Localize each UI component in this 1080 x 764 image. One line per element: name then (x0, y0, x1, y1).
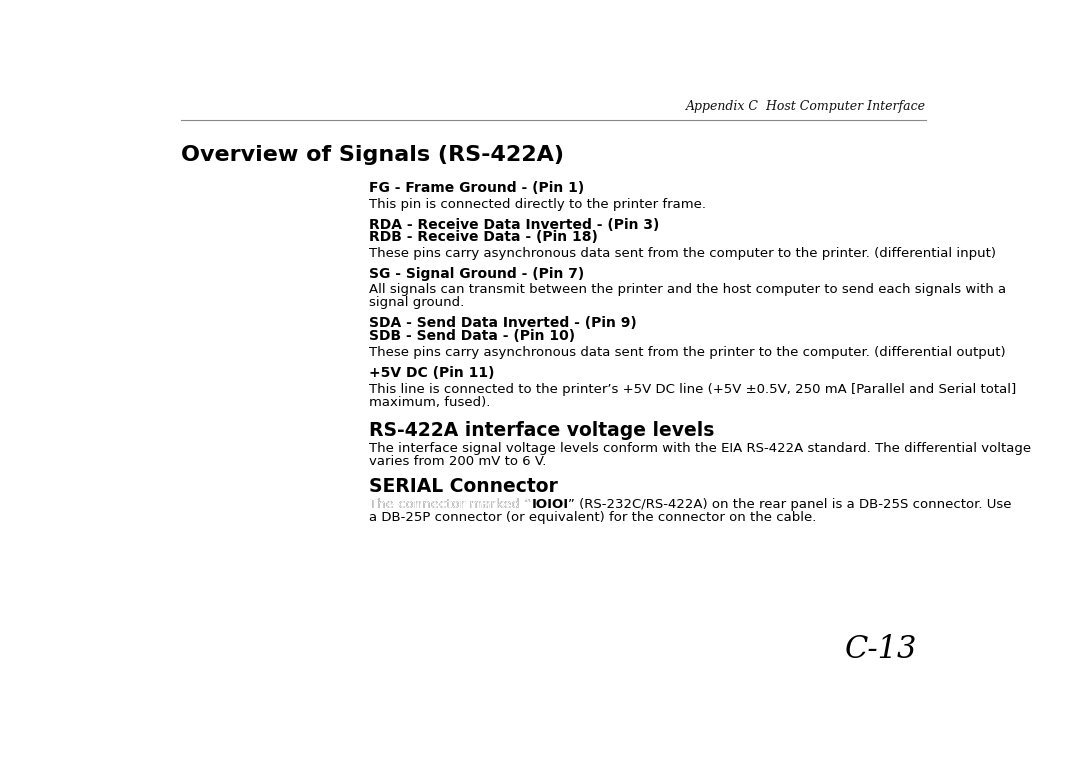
Text: The interface signal voltage levels conform with the EIA RS-422A standard. The d: The interface signal voltage levels conf… (369, 442, 1031, 455)
Text: RDB - Receive Data - (Pin 18): RDB - Receive Data - (Pin 18) (369, 230, 598, 244)
Text: maximum, fused).: maximum, fused). (369, 396, 490, 409)
Text: This pin is connected directly to the printer frame.: This pin is connected directly to the pr… (369, 198, 706, 211)
Text: RDA - Receive Data Inverted - (Pin 3): RDA - Receive Data Inverted - (Pin 3) (369, 218, 660, 231)
Text: These pins carry asynchronous data sent from the printer to the computer. (diffe: These pins carry asynchronous data sent … (369, 346, 1005, 359)
Text: +5V DC (Pin 11): +5V DC (Pin 11) (369, 367, 495, 380)
Text: IOIOI: IOIOI (531, 497, 568, 510)
Text: SERIAL Connector: SERIAL Connector (369, 477, 558, 496)
Text: Overview of Signals (RS-422A): Overview of Signals (RS-422A) (181, 144, 564, 164)
Text: signal ground.: signal ground. (369, 296, 464, 309)
Text: Appendix C  Host Computer Interface: Appendix C Host Computer Interface (686, 100, 926, 113)
Text: varies from 200 mV to 6 V.: varies from 200 mV to 6 V. (369, 455, 546, 468)
Text: This line is connected to the printer’s +5V DC line (+5V ±0.5V, 250 mA [Parallel: This line is connected to the printer’s … (369, 383, 1016, 396)
Text: SG - Signal Ground - (Pin 7): SG - Signal Ground - (Pin 7) (369, 267, 584, 281)
Text: SDB - Send Data - (Pin 10): SDB - Send Data - (Pin 10) (369, 329, 576, 343)
Text: SDA - Send Data Inverted - (Pin 9): SDA - Send Data Inverted - (Pin 9) (369, 316, 637, 331)
Text: The connector marked “: The connector marked “ (369, 497, 531, 510)
Text: These pins carry asynchronous data sent from the computer to the printer. (diffe: These pins carry asynchronous data sent … (369, 247, 997, 260)
Text: All signals can transmit between the printer and the host computer to send each : All signals can transmit between the pri… (369, 283, 1007, 296)
Text: C-13: C-13 (846, 634, 918, 665)
Text: The connector marked “: The connector marked “ (369, 497, 531, 510)
Text: FG - Frame Ground - (Pin 1): FG - Frame Ground - (Pin 1) (369, 181, 584, 195)
Text: RS-422A interface voltage levels: RS-422A interface voltage levels (369, 421, 715, 440)
Text: a DB-25P connector (or equivalent) for the connector on the cable.: a DB-25P connector (or equivalent) for t… (369, 510, 816, 523)
Text: ” (RS-232C/RS-422A) on the rear panel is a DB-25S connector. Use: ” (RS-232C/RS-422A) on the rear panel is… (568, 497, 1012, 510)
